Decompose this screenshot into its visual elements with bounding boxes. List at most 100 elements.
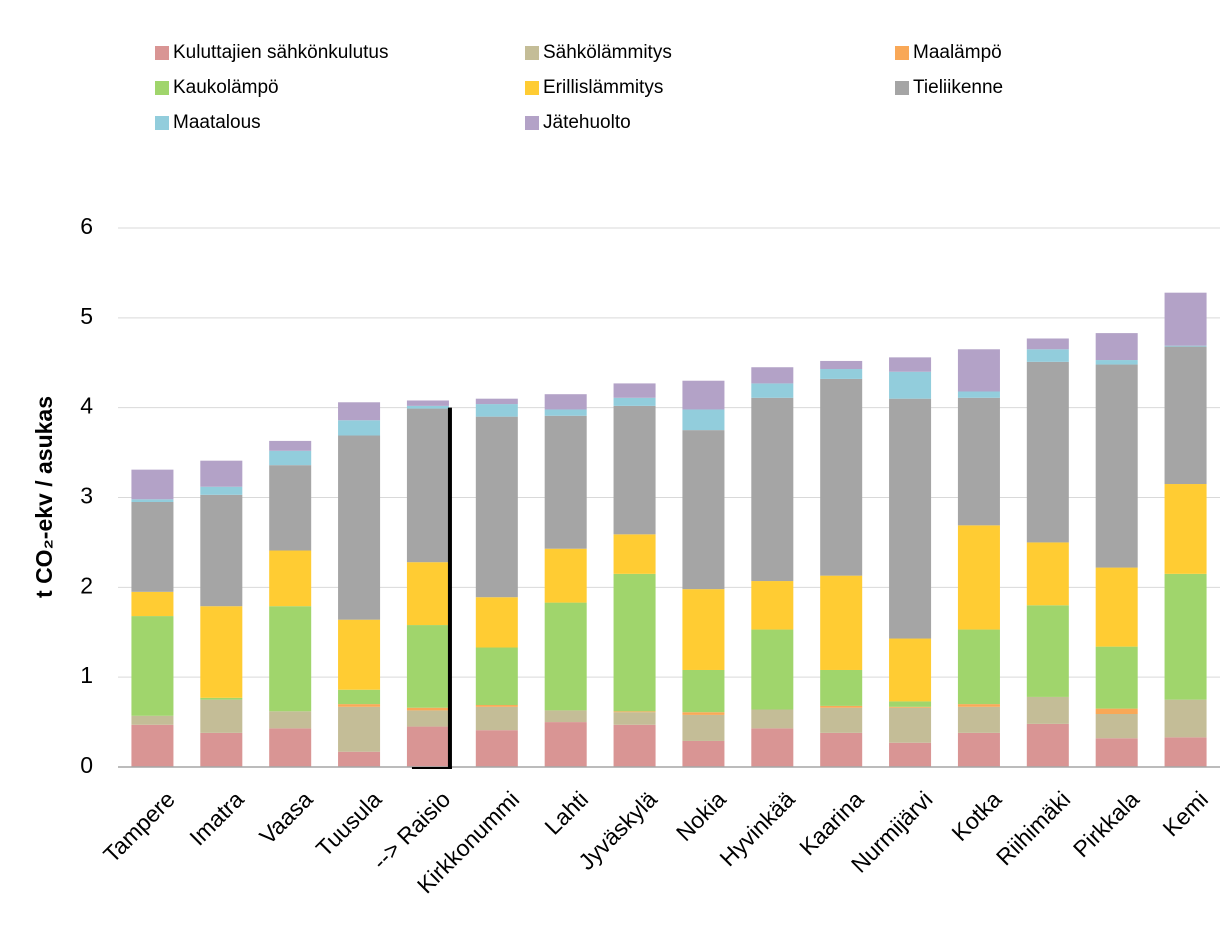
legend-label: Kuluttajien sähkönkulutus bbox=[173, 42, 388, 63]
bar-segment bbox=[1095, 567, 1138, 647]
bar-segment bbox=[338, 402, 381, 421]
y-tick-label: 3 bbox=[80, 483, 93, 509]
legend-label: Maatalous bbox=[173, 112, 261, 133]
bar-segment bbox=[613, 573, 656, 712]
bar-segment bbox=[613, 405, 656, 535]
bar-segment bbox=[751, 397, 794, 582]
bar-segment bbox=[682, 589, 725, 670]
bar-segment bbox=[200, 606, 243, 698]
bar-segment bbox=[1164, 737, 1207, 767]
bar-segment bbox=[544, 710, 587, 723]
bar-segment bbox=[200, 732, 243, 767]
bar-segment bbox=[889, 357, 932, 372]
bar-segment bbox=[338, 751, 381, 767]
y-tick-label: 5 bbox=[80, 303, 93, 329]
bar-segment bbox=[131, 724, 174, 767]
bar-segment bbox=[1026, 542, 1069, 606]
bar-segment bbox=[406, 408, 449, 563]
bar-segment bbox=[751, 367, 794, 384]
legend-swatch bbox=[525, 46, 539, 60]
y-tick-label: 1 bbox=[80, 662, 93, 688]
bar-segment bbox=[957, 349, 1000, 392]
bar-segment bbox=[613, 711, 656, 713]
bar-segment bbox=[406, 726, 449, 767]
bar-segment bbox=[957, 629, 1000, 705]
y-tick-label: 4 bbox=[80, 393, 93, 419]
bar-segment bbox=[269, 465, 312, 551]
bar-segment bbox=[338, 435, 381, 620]
bar-segment bbox=[269, 450, 312, 466]
bar-segment bbox=[131, 715, 174, 725]
x-tick-label: Vaasa bbox=[254, 786, 317, 849]
legend-swatch bbox=[155, 116, 169, 130]
bar-segment bbox=[200, 697, 243, 700]
bar-segment bbox=[957, 704, 1000, 707]
bar-segment bbox=[889, 707, 932, 743]
bar-segment bbox=[406, 405, 449, 409]
bar-segment bbox=[269, 728, 312, 767]
bar-segment bbox=[338, 689, 381, 705]
bar-segment bbox=[1095, 713, 1138, 739]
y-axis-label: t CO₂-ekv / asukas bbox=[31, 396, 57, 598]
x-tick-label: Kotka bbox=[946, 786, 1006, 846]
bar-segment bbox=[131, 591, 174, 617]
bar-segment bbox=[889, 638, 932, 702]
bar-segment bbox=[613, 397, 656, 406]
bar-segment bbox=[820, 369, 863, 379]
bar-segment bbox=[957, 397, 1000, 526]
bar-segment bbox=[475, 705, 518, 707]
bar-segment bbox=[269, 606, 312, 712]
bar-segment bbox=[544, 602, 587, 711]
bar-segment bbox=[338, 420, 381, 436]
bar-segment bbox=[889, 706, 932, 708]
bar-segment bbox=[406, 710, 449, 727]
bar-segment bbox=[1164, 699, 1207, 738]
x-tick-label: Tampere bbox=[98, 786, 180, 868]
bar-segment bbox=[1026, 696, 1069, 724]
bar-segment bbox=[406, 400, 449, 406]
bar-segment bbox=[751, 383, 794, 398]
bar-segment bbox=[338, 706, 381, 752]
bar-segment bbox=[820, 378, 863, 576]
bar-segment bbox=[820, 707, 863, 733]
bar-segment bbox=[682, 409, 725, 431]
bar-segment bbox=[200, 486, 243, 495]
bar-segment bbox=[957, 732, 1000, 767]
bar-segment bbox=[682, 712, 725, 715]
bar-segment bbox=[475, 416, 518, 598]
bar-segment bbox=[682, 714, 725, 741]
bar-segment bbox=[1026, 605, 1069, 697]
legend-swatch bbox=[155, 46, 169, 60]
bar-segment bbox=[269, 440, 312, 451]
bar-segment bbox=[475, 706, 518, 731]
legend-label: Kaukolämpö bbox=[173, 77, 279, 98]
x-tick-label: Pirkkala bbox=[1068, 786, 1144, 862]
y-tick-label: 6 bbox=[80, 213, 93, 239]
y-tick-label: 0 bbox=[80, 752, 93, 778]
legend-label: Maalämpö bbox=[913, 42, 1002, 63]
bar-segment bbox=[889, 398, 932, 639]
bar-segment bbox=[751, 629, 794, 710]
bar-segment bbox=[406, 625, 449, 708]
bar-segment bbox=[544, 394, 587, 410]
x-tick-label: Lahti bbox=[539, 786, 593, 840]
legend-swatch bbox=[525, 81, 539, 95]
bar-segment bbox=[131, 501, 174, 592]
bar-segment bbox=[957, 706, 1000, 733]
bar-segment bbox=[1026, 349, 1069, 362]
x-tick-label: Imatra bbox=[184, 786, 249, 851]
bar-segment bbox=[475, 404, 518, 417]
x-tick-label: Hyvinkää bbox=[714, 786, 799, 871]
bar-segment bbox=[475, 730, 518, 767]
bar-segment bbox=[751, 728, 794, 767]
bar-segment bbox=[1095, 708, 1138, 714]
x-tick-label: Kemi bbox=[1158, 786, 1213, 841]
bar-segment bbox=[1164, 345, 1207, 347]
bar-segment bbox=[338, 704, 381, 707]
bar-segment bbox=[406, 562, 449, 626]
bar-segment bbox=[544, 548, 587, 603]
bar-segment bbox=[820, 732, 863, 767]
bar-segment bbox=[613, 383, 656, 398]
bar-segment bbox=[200, 699, 243, 733]
